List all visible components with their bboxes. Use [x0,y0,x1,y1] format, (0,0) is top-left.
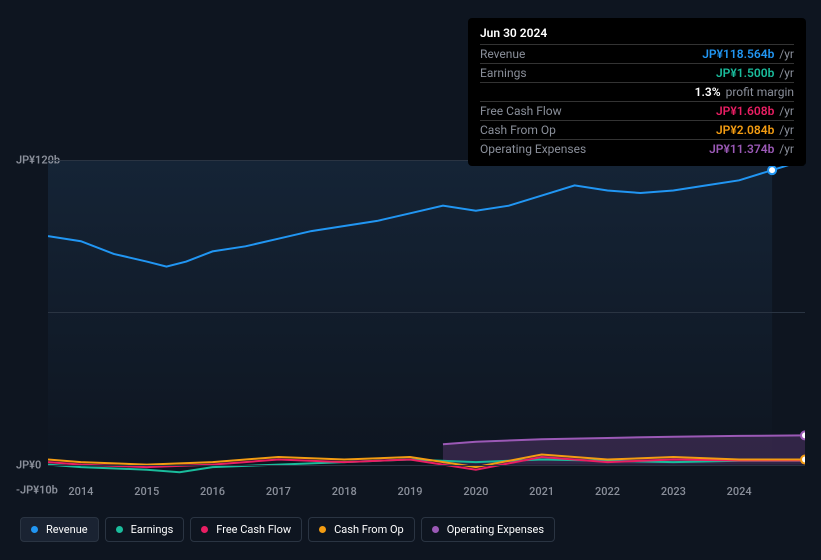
legend-label: Revenue [46,523,88,536]
tooltip-row: Revenue JP¥118.564b /yr [480,44,794,63]
gridline [48,312,805,313]
tooltip-row: Free Cash Flow JP¥1.608b /yr [480,101,794,120]
legend-item[interactable]: Free Cash Flow [190,517,302,542]
chart-area: JP¥120bJP¥0-JP¥10b [16,160,805,490]
tooltip-row-unit: /yr [776,123,794,137]
legend-label: Earnings [131,523,174,536]
tooltip-row-label: Free Cash Flow [480,104,562,118]
tooltip-row-value: JP¥2.084b [716,123,774,137]
legend-label: Free Cash Flow [216,523,291,536]
tooltip-row-unit: /yr [776,47,794,61]
x-axis-label: 2014 [68,485,93,498]
y-axis-label: JP¥0 [16,458,41,471]
highlight-dot [768,166,776,174]
x-axis-label: 2021 [529,485,554,498]
endpoint-dot [801,431,805,439]
x-axis-label: 2019 [398,485,423,498]
tooltip-row: Cash From Op JP¥2.084b /yr [480,120,794,139]
legend-item[interactable]: Operating Expenses [421,517,555,542]
x-axis-label: 2020 [463,485,488,498]
tooltip-row-value: JP¥118.564b [702,47,774,61]
tooltip-row-label: Operating Expenses [480,142,586,156]
tooltip-row: Operating Expenses JP¥11.374b /yr [480,139,794,158]
x-axis-label: 2023 [661,485,686,498]
x-axis-label: 2018 [332,485,357,498]
legend-dot-icon [201,526,208,533]
tooltip-rows: RevenueJP¥118.564b /yrEarningsJP¥1.500b … [480,44,794,158]
legend-item[interactable]: Cash From Op [308,517,415,542]
x-axis: 2014 2015 2016 2017 2018 2019 2020 2021 2022 2023… [16,485,805,505]
x-axis-label: 2024 [727,485,752,498]
tooltip-date: Jun 30 2024 [480,26,794,44]
legend-dot-icon [31,526,38,533]
tooltip-row-label: Earnings [480,66,527,80]
legend-label: Operating Expenses [447,523,544,536]
tooltip-row-unit: /yr [776,66,794,80]
tooltip-row: 1.3% profit margin [480,82,794,101]
data-tooltip: Jun 30 2024 RevenueJP¥118.564b /yrEarnin… [468,18,806,166]
tooltip-row-label: Cash From Op [480,123,556,137]
gridline [48,465,805,466]
tooltip-margin-label: profit margin [723,85,794,99]
tooltip-row: Earnings JP¥1.500b /yr [480,63,794,82]
legend-item[interactable]: Revenue [20,517,99,542]
x-axis-label: 2015 [134,485,159,498]
legend-item[interactable]: Earnings [105,517,185,542]
legend: Revenue Earnings Free Cash Flow Cash From O… [20,517,555,542]
legend-dot-icon [319,526,326,533]
legend-dot-icon [432,526,439,533]
tooltip-row-unit: /yr [776,104,794,118]
x-axis-label: 2022 [595,485,620,498]
endpoint-dot [801,456,805,464]
tooltip-row-value: JP¥11.374b [709,142,774,156]
legend-label: Cash From Op [334,523,404,536]
tooltip-row-value: JP¥1.500b [716,66,774,80]
legend-dot-icon [116,526,123,533]
tooltip-margin-value: 1.3% [695,85,721,99]
tooltip-row-unit: /yr [776,142,794,156]
x-axis-label: 2016 [200,485,225,498]
chart-svg [48,160,805,490]
tooltip-row-value: JP¥1.608b [716,104,774,118]
tooltip-row-label: Revenue [480,47,525,61]
x-axis-label: 2017 [266,485,291,498]
